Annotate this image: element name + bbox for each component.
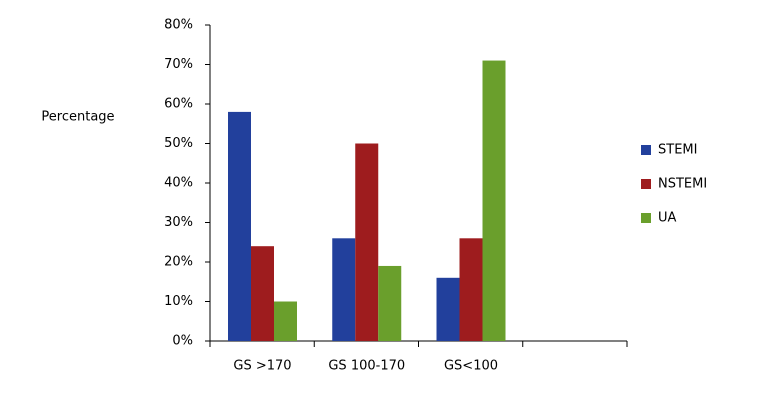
bar: [251, 246, 274, 341]
y-tick-label: 40%: [164, 176, 193, 191]
legend-swatch: [641, 145, 651, 155]
y-tick-label: 10%: [164, 294, 193, 309]
y-tick-label: 20%: [164, 255, 193, 270]
y-tick-label: 60%: [164, 97, 193, 112]
legend-swatch: [641, 213, 651, 223]
bar: [459, 238, 483, 341]
y-tick-label: 50%: [164, 136, 193, 151]
legend-label: STEMI: [658, 143, 697, 158]
legend-label: NSTEMI: [658, 177, 707, 192]
x-tick-label: GS >170: [233, 359, 291, 374]
bar: [228, 111, 251, 342]
x-tick-label: GS 100-170: [328, 359, 405, 374]
bar: [355, 143, 379, 341]
bar: [482, 60, 506, 342]
y-tick-label: 70%: [164, 57, 193, 72]
y-axis-label: Percentage: [41, 110, 114, 125]
y-tick-label: 0%: [172, 334, 193, 349]
bar: [378, 265, 402, 341]
bar: [436, 277, 460, 341]
bar: [274, 301, 297, 341]
y-tick-label: 80%: [164, 18, 193, 33]
legend-label: UA: [658, 211, 677, 226]
y-tick-label: 30%: [164, 215, 193, 230]
x-tick-label: GS<100: [444, 359, 498, 374]
bar: [332, 238, 356, 341]
legend-swatch: [641, 179, 651, 189]
